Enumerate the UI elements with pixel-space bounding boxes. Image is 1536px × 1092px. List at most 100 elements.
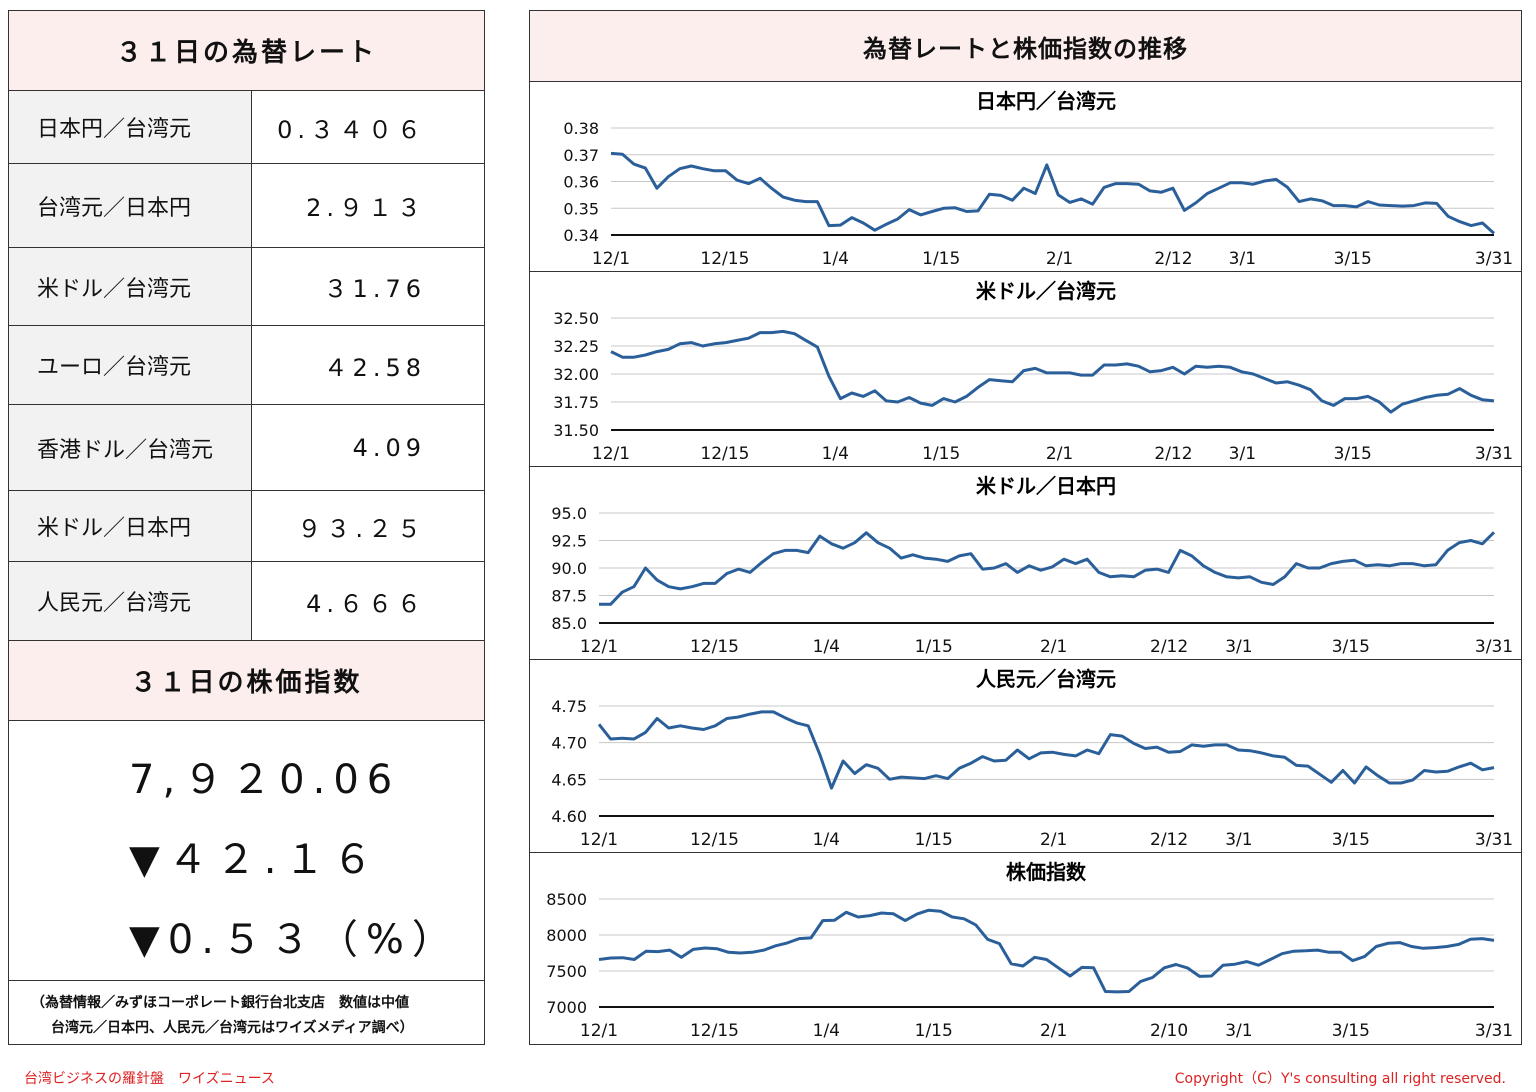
x-tick-label: 3/31 <box>1475 444 1513 464</box>
x-tick-label: 3/15 <box>1334 444 1372 464</box>
x-tick-label: 2/1 <box>1046 444 1073 464</box>
y-tick-label: 0.36 <box>563 173 599 192</box>
x-tick-label: 12/1 <box>580 830 618 850</box>
rate-name: 人民元／台湾元 <box>9 562 252 640</box>
x-tick-label: 12/15 <box>690 1021 739 1041</box>
rate-name: 香港ドル／台湾元 <box>9 405 252 490</box>
stock-change-percent: ▼0.５３（%） <box>129 917 460 963</box>
x-tick-label: 1/4 <box>822 249 849 269</box>
y-tick-label: 4.60 <box>551 807 587 826</box>
charts-panel: 為替レートと株価指数の推移 日本円／台湾元 0.38 0.37 0.36 0.35 0.3… <box>529 10 1522 1045</box>
y-tick-label: 0.34 <box>563 226 599 245</box>
source-note: （為替情報／みずほコーポレート銀行台北支店 数値は中値 台湾元／日本円、人民元／… <box>9 981 484 1041</box>
rate-row: ユーロ／台湾元 ４2.58 <box>9 326 484 405</box>
x-tick-label: 3/1 <box>1229 444 1256 464</box>
x-tick-label: 12/15 <box>700 444 749 464</box>
stock-title: ３１日の株価指数 <box>9 641 484 721</box>
x-tick-label: 2/1 <box>1040 637 1067 657</box>
x-tick-label: 1/4 <box>822 444 849 464</box>
chart-title: 日本円／台湾元 <box>976 89 1116 113</box>
chart-3: 人民元／台湾元 4.75 4.70 4.65 4.60 12/1 12/15 1/4 1/15 2… <box>530 660 1521 853</box>
y-tick-label: 4.65 <box>551 770 587 789</box>
chart-svg: 米ドル／日本円 95.0 92.5 90.0 87.5 85.0 12/1 12/15 1/4 1… <box>551 474 1513 657</box>
y-tick-label: 8500 <box>546 890 587 909</box>
y-tick-label: 95.0 <box>551 504 587 523</box>
series-line <box>597 710 1495 790</box>
y-tick-label: 7000 <box>546 998 587 1017</box>
y-tick-label: 0.37 <box>563 146 599 165</box>
chart-2: 米ドル／日本円 95.0 92.5 90.0 87.5 85.0 12/1 12/15 1/4 1… <box>530 467 1521 660</box>
x-tick-label: 2/12 <box>1150 830 1188 850</box>
chart-4: 株価指数 8500 8000 7500 7000 12/1 12/15 1/4 1/15 2/1 2… <box>530 853 1521 1044</box>
stock-index-value: 7,９２0.06 <box>129 757 401 803</box>
chart-title: 人民元／台湾元 <box>976 667 1116 691</box>
footer-brand: 台湾ビジネスの羅針盤 ワイズニュース <box>24 1071 275 1087</box>
x-tick-label: 12/1 <box>580 1021 618 1041</box>
chart-title: 米ドル／台湾元 <box>976 279 1116 303</box>
rate-name: 日本円／台湾元 <box>9 91 252 163</box>
source-note-line1: （為替情報／みずほコーポレート銀行台北支店 数値は中値 <box>31 995 409 1011</box>
y-tick-label: 32.50 <box>553 309 599 328</box>
chart-1: 米ドル／台湾元 32.50 32.25 32.00 31.75 31.50 12/1 12/1… <box>530 272 1521 467</box>
x-tick-label: 3/1 <box>1225 637 1252 657</box>
y-tick-label: 31.50 <box>553 421 599 440</box>
rate-value: 4.09 <box>352 433 426 462</box>
y-tick-label: 85.0 <box>551 614 587 633</box>
x-tick-label: 1/4 <box>813 1021 840 1041</box>
x-tick-label: 3/15 <box>1334 249 1372 269</box>
rate-row: 人民元／台湾元 4.６６６ <box>9 562 484 641</box>
x-tick-label: 1/15 <box>915 1021 953 1041</box>
rate-name: 米ドル／日本円 <box>9 491 252 561</box>
x-tick-label: 2/12 <box>1150 637 1188 657</box>
x-tick-label: 1/4 <box>813 637 840 657</box>
y-tick-label: 32.00 <box>553 365 599 384</box>
rates-table: 日本円／台湾元 0.３４０６ 台湾元／日本円 2.９１３ 米ドル／台湾元 ３1.76 ユーロ… <box>9 91 484 641</box>
x-tick-label: 3/31 <box>1475 830 1513 850</box>
y-tick-label: 4.70 <box>551 734 587 753</box>
chart-title: 米ドル／日本円 <box>976 474 1116 498</box>
x-tick-label: 12/1 <box>592 249 630 269</box>
source-note-line2: 台湾元／日本円、人民元／台湾元はワイズメディア調べ） <box>51 1020 414 1036</box>
rate-name: ユーロ／台湾元 <box>9 326 252 404</box>
rate-value: 2.９１３ <box>306 194 426 222</box>
x-tick-label: 3/31 <box>1475 637 1513 657</box>
x-tick-label: 1/15 <box>915 637 953 657</box>
y-tick-label: 87.5 <box>551 587 587 606</box>
stock-summary: 7,９２0.06 ▼４２.１６ ▼0.５３（%） <box>9 721 484 981</box>
chart-title: 株価指数 <box>1006 860 1087 884</box>
x-tick-label: 2/1 <box>1040 830 1067 850</box>
y-tick-label: 4.75 <box>551 697 587 716</box>
x-tick-label: 3/15 <box>1332 637 1370 657</box>
rates-title: ３１日の為替レート <box>9 11 484 91</box>
x-tick-label: 3/31 <box>1475 1021 1513 1041</box>
x-tick-label: 12/1 <box>592 444 630 464</box>
rates-panel: ３１日の為替レート 日本円／台湾元 0.３４０６ 台湾元／日本円 2.９１３ 米ドル／台… <box>8 10 485 1045</box>
rate-row: 日本円／台湾元 0.３４０６ <box>9 91 484 164</box>
y-tick-label: 31.75 <box>553 393 599 412</box>
x-tick-label: 1/4 <box>813 830 840 850</box>
rate-value: 0.３４０６ <box>277 115 426 144</box>
series-line <box>598 908 1495 994</box>
chart-svg: 株価指数 8500 8000 7500 7000 12/1 12/15 1/4 1/15 2/1 2… <box>546 860 1513 1041</box>
series-line <box>610 329 1495 414</box>
chart-svg: 人民元／台湾元 4.75 4.70 4.65 4.60 12/1 12/15 1/4 1/15 2… <box>551 667 1513 850</box>
x-tick-label: 3/15 <box>1332 830 1370 850</box>
y-tick-label: 92.5 <box>551 532 587 551</box>
charts-title: 為替レートと株価指数の推移 <box>530 11 1521 82</box>
rate-name: 台湾元／日本円 <box>9 164 252 247</box>
y-tick-label: 0.38 <box>563 119 599 138</box>
rate-value: 4.６６６ <box>306 589 426 618</box>
y-tick-label: 32.25 <box>553 337 599 356</box>
rate-name: 米ドル／台湾元 <box>9 248 252 325</box>
x-tick-label: 3/15 <box>1332 1021 1370 1041</box>
y-tick-label: 0.35 <box>563 199 599 218</box>
rate-row: 香港ドル／台湾元 4.09 <box>9 405 484 491</box>
x-tick-label: 1/15 <box>922 249 960 269</box>
x-tick-label: 1/15 <box>922 444 960 464</box>
series-line <box>610 151 1496 235</box>
rate-row: 台湾元／日本円 2.９１３ <box>9 164 484 248</box>
footer-copyright: Copyright（C）Y's consulting all right res… <box>1174 1071 1506 1087</box>
x-tick-label: 3/1 <box>1225 1021 1252 1041</box>
chart-0: 日本円／台湾元 0.38 0.37 0.36 0.35 0.34 12/1 12/15 1/4 1… <box>530 82 1521 272</box>
x-tick-label: 2/12 <box>1154 249 1192 269</box>
